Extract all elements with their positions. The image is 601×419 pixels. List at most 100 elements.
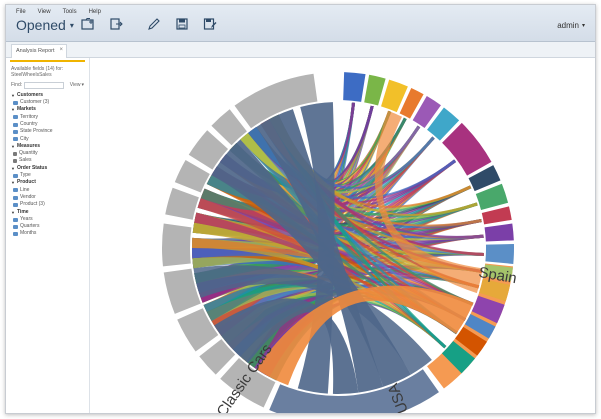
chord-ribbon[interactable]: [192, 237, 474, 306]
collapse-arrow-icon[interactable]: ▼: [11, 209, 15, 215]
field-item[interactable]: Months: [11, 230, 84, 237]
menu-help[interactable]: Help: [88, 9, 101, 15]
chord-group-arc[interactable]: [188, 130, 229, 170]
chord-group-arc[interactable]: [174, 160, 210, 193]
chord-ribbon[interactable]: [192, 110, 392, 248]
chord-group-arc[interactable]: [468, 165, 501, 192]
chord-ribbon[interactable]: [199, 219, 482, 303]
dimension-icon: [13, 202, 18, 207]
find-input[interactable]: [24, 81, 64, 89]
close-icon[interactable]: ×: [59, 47, 63, 53]
chord-group-arc[interactable]: [381, 79, 408, 113]
chord-group-arc[interactable]: [165, 187, 199, 220]
chord-group-arc[interactable]: [475, 183, 509, 210]
chord-ribbon[interactable]: [374, 110, 483, 294]
export-button[interactable]: [109, 17, 123, 31]
available-fields-label: Available fields (14) for: SteelWheelsSa…: [11, 66, 64, 79]
chord-group-arc[interactable]: [163, 268, 201, 314]
field-item-label: Sales: [19, 157, 32, 164]
chord-ribbon[interactable]: [214, 298, 359, 394]
chord-ribbon[interactable]: [197, 198, 447, 349]
chord-ribbon[interactable]: [269, 114, 484, 257]
chord-group-arc[interactable]: [485, 244, 514, 264]
field-item[interactable]: Quantity: [11, 150, 84, 157]
chord-ribbon[interactable]: [192, 254, 483, 273]
chord-group-arc[interactable]: [471, 295, 505, 324]
chord-group-arc[interactable]: [479, 279, 511, 302]
new-folder-button[interactable]: [81, 17, 95, 31]
menu-file[interactable]: File: [16, 9, 26, 15]
chord-ribbon[interactable]: [193, 265, 432, 375]
chord-group-arc[interactable]: [177, 308, 219, 352]
tab-analysis-report[interactable]: Analysis Report ×: [11, 44, 67, 58]
chord-group-arc[interactable]: [234, 73, 318, 129]
chord-ribbon[interactable]: [200, 102, 356, 211]
app-window: File View Tools Help Opened ▾: [5, 4, 596, 414]
field-group[interactable]: ▼ Product: [11, 179, 84, 186]
chord-group-arc[interactable]: [427, 107, 460, 141]
field-group[interactable]: ▼ Measures: [11, 143, 84, 150]
field-item[interactable]: Product (3): [11, 201, 84, 208]
chord-group-arc[interactable]: [484, 223, 514, 242]
chord-group-arc[interactable]: [162, 223, 192, 267]
field-item[interactable]: Years: [11, 216, 84, 223]
field-group[interactable]: ▼ Order Status: [11, 165, 84, 172]
field-item[interactable]: State Province: [11, 128, 84, 135]
chord-ribbon[interactable]: [256, 109, 384, 393]
field-group[interactable]: ▼ Customers: [11, 92, 84, 99]
chord-ribbon[interactable]: [192, 222, 467, 321]
field-item[interactable]: Line: [11, 187, 84, 194]
save-button[interactable]: [175, 17, 189, 31]
dimension-icon: [13, 173, 18, 178]
chord-group-arc[interactable]: [441, 340, 475, 374]
chord-ribbon[interactable]: [240, 132, 447, 349]
edit-button[interactable]: [147, 17, 161, 31]
chord-ribbon[interactable]: [192, 248, 480, 289]
field-group[interactable]: ▼ Time: [11, 209, 84, 216]
chord-group-arc[interactable]: [220, 357, 276, 408]
chord-group-arc[interactable]: [399, 87, 424, 119]
field-group[interactable]: ▼ Markets: [11, 106, 84, 113]
field-item[interactable]: Quarters: [11, 223, 84, 230]
chord-ribbon[interactable]: [211, 283, 467, 330]
chord-ribbon[interactable]: [194, 212, 458, 335]
field-item[interactable]: Country: [11, 121, 84, 128]
user-menu[interactable]: admin ▾: [557, 21, 585, 30]
collapse-arrow-icon[interactable]: ▼: [11, 180, 15, 186]
menu-view[interactable]: View: [37, 9, 51, 15]
field-item[interactable]: City: [11, 136, 84, 143]
chord-group-arc[interactable]: [343, 72, 366, 102]
pencil-icon: [148, 18, 160, 30]
field-item[interactable]: Sales: [11, 157, 84, 164]
chord-ribbon[interactable]: [256, 285, 474, 386]
dimension-icon: [13, 115, 18, 120]
collapse-arrow-icon[interactable]: ▼: [11, 107, 15, 113]
chord-ribbon[interactable]: [200, 188, 467, 321]
field-item[interactable]: Customer (3): [11, 99, 84, 106]
collapse-arrow-icon[interactable]: ▼: [11, 92, 15, 98]
chord-group-arc[interactable]: [483, 264, 513, 282]
view-dropdown[interactable]: View ▾: [70, 82, 84, 88]
folder-icon: [81, 18, 94, 30]
chord-group-arc[interactable]: [481, 206, 512, 225]
field-item-label: City: [20, 135, 29, 142]
chord-group-arc[interactable]: [199, 339, 236, 375]
field-item[interactable]: Territory: [11, 114, 84, 121]
chord-ribbon[interactable]: [203, 275, 474, 313]
field-item[interactable]: Type: [11, 172, 84, 179]
chord-group-arc[interactable]: [364, 74, 386, 106]
chord-group-arc[interactable]: [442, 122, 492, 176]
opened-dropdown[interactable]: Opened ▾: [16, 17, 74, 33]
collapse-arrow-icon[interactable]: ▼: [11, 143, 15, 149]
menu-tools[interactable]: Tools: [62, 9, 77, 15]
measure-icon: [13, 159, 17, 164]
usa-arc[interactable]: [269, 369, 439, 414]
chord-group-arc[interactable]: [211, 109, 247, 146]
chord-group-arc[interactable]: [464, 314, 496, 339]
save-as-button[interactable]: [203, 17, 217, 31]
chord-group-arc[interactable]: [455, 326, 487, 356]
save-as-icon: [203, 18, 217, 30]
chord-group-arc[interactable]: [412, 96, 441, 128]
collapse-arrow-icon[interactable]: ▼: [11, 165, 15, 171]
field-item[interactable]: Vendor: [11, 194, 84, 201]
